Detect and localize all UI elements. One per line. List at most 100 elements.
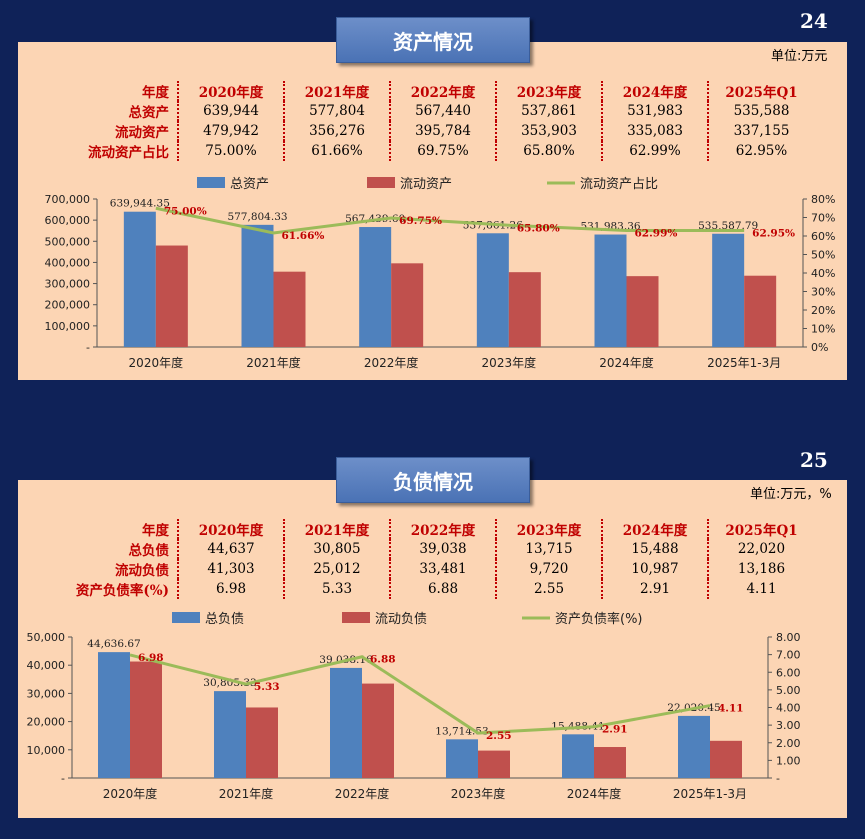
- bar-current: [626, 276, 659, 347]
- bar-total: [678, 715, 710, 778]
- bar-total: [214, 691, 246, 778]
- left-axis-tick-label: 400,000: [45, 256, 91, 269]
- left-axis-tick-label: 50,000: [27, 631, 66, 644]
- table-row: 流动资产 479,942 356,276 395,784 353,903 335…: [66, 121, 814, 141]
- table-header: 年度: [142, 85, 169, 101]
- right-axis-tick-label: 50%: [811, 249, 835, 262]
- left-axis-tick-label: 30,000: [27, 687, 66, 700]
- table-cell: 9,720: [495, 559, 602, 579]
- table-cell: 6.98: [177, 579, 284, 599]
- right-axis-tick-label: -: [776, 772, 780, 785]
- bar-total: [98, 652, 130, 778]
- table-cell: 353,903: [495, 121, 602, 141]
- bar-data-label: 535,587.79: [698, 220, 758, 232]
- right-axis-tick-label: 2.00: [776, 737, 801, 750]
- table-cell: 335,083: [601, 121, 708, 141]
- row-label: 流动资产占比: [88, 145, 169, 161]
- bar-data-label: 577,804.33: [227, 211, 287, 223]
- x-axis-tick-label: 2022年度: [364, 355, 419, 370]
- table-cell: 13,715: [495, 539, 602, 559]
- table-cell: 22,020: [707, 539, 814, 559]
- bar-current: [710, 740, 742, 778]
- bar-total: [123, 211, 156, 347]
- bar-data-label: 44,636.67: [87, 638, 140, 650]
- table-header: 2021年度: [283, 81, 390, 101]
- x-axis-tick-label: 2025年1-3月: [673, 787, 747, 801]
- bar-total: [359, 227, 392, 347]
- row-label: 流动资产: [115, 125, 169, 141]
- left-axis-tick-label: 40,000: [27, 659, 66, 672]
- line-data-label: 2.91: [602, 724, 628, 736]
- line-data-label: 6.88: [370, 654, 396, 666]
- x-axis-tick-label: 2024年度: [599, 355, 654, 370]
- line-data-label: 4.11: [718, 703, 744, 715]
- line-data-label: 75.00%: [164, 205, 207, 217]
- table-cell: 5.33: [283, 579, 390, 599]
- legend-swatch: [342, 612, 370, 623]
- right-axis-tick-label: 0%: [811, 341, 828, 354]
- table-cell: 2.55: [495, 579, 602, 599]
- bar-current: [155, 245, 188, 347]
- table-cell: 69.75%: [389, 141, 496, 161]
- bar-data-label: 30,805.33: [203, 677, 256, 689]
- line-data-label: 65.80%: [517, 222, 560, 234]
- x-axis-tick-label: 2024年度: [567, 786, 622, 801]
- row-label: 流动负债: [115, 563, 169, 579]
- bar-total: [712, 233, 745, 347]
- right-axis-tick-label: 8.00: [776, 631, 801, 644]
- table-cell: 25,012: [283, 559, 390, 579]
- table-header-row: 年度 2020年度 2021年度 2022年度 2023年度 2024年度 20…: [66, 81, 814, 101]
- table-header: 2024年度: [601, 519, 708, 539]
- bar-current: [478, 750, 510, 778]
- table-cell: 639,944: [177, 101, 284, 121]
- right-axis-tick-label: 40%: [811, 267, 835, 280]
- bar-current: [391, 263, 424, 347]
- bar-total: [241, 224, 274, 347]
- table-cell: 4.11: [707, 579, 814, 599]
- bar-total: [562, 734, 594, 778]
- page-number: 25: [800, 448, 828, 472]
- right-axis-tick-label: 30%: [811, 286, 835, 299]
- bar-data-label: 639,944.35: [110, 198, 170, 210]
- row-label: 总负债: [128, 543, 170, 559]
- table-header: 2021年度: [283, 519, 390, 539]
- table-header: 2020年度: [177, 519, 284, 539]
- x-axis-tick-label: 2021年度: [219, 786, 274, 801]
- legend-swatch: [172, 612, 200, 623]
- right-axis-tick-label: 1.00: [776, 754, 801, 767]
- table-cell: 537,861: [495, 101, 602, 121]
- bar-current: [246, 707, 278, 778]
- left-axis-tick-label: 500,000: [45, 235, 91, 248]
- bar-current: [744, 275, 777, 347]
- legend-swatch: [367, 177, 395, 188]
- line-data-label: 5.33: [254, 681, 280, 693]
- right-axis-tick-label: 4.00: [776, 702, 801, 715]
- x-axis-tick-label: 2022年度: [335, 786, 390, 801]
- table-header: 2023年度: [495, 519, 602, 539]
- table-header: 2023年度: [495, 81, 602, 101]
- x-axis-tick-label: 2020年度: [103, 786, 158, 801]
- right-axis-tick-label: 6.00: [776, 666, 801, 679]
- x-axis-tick-label: 2020年度: [129, 355, 184, 370]
- bar-data-label: 13,714.53: [435, 725, 488, 737]
- x-axis-tick-label: 2023年度: [451, 786, 506, 801]
- line-data-label: 69.75%: [399, 215, 442, 227]
- table-cell: 44,637: [177, 539, 284, 559]
- table-cell: 13,186: [707, 559, 814, 579]
- right-axis-tick-label: 20%: [811, 304, 835, 317]
- table-header: 2022年度: [389, 81, 496, 101]
- right-axis-tick-label: 5.00: [776, 684, 801, 697]
- table-row: 总负债 44,637 30,805 39,038 13,715 15,488 2…: [66, 539, 814, 559]
- table-cell: 65.80%: [495, 141, 602, 161]
- table-cell: 2.91: [601, 579, 708, 599]
- table-cell: 15,488: [601, 539, 708, 559]
- table-header: 年度: [142, 523, 169, 539]
- table-cell: 356,276: [283, 121, 390, 141]
- left-axis-tick-label: 10,000: [27, 744, 66, 757]
- left-axis-tick-label: -: [86, 341, 90, 354]
- table-cell: 61.66%: [283, 141, 390, 161]
- bar-total: [594, 234, 627, 347]
- table-cell: 30,805: [283, 539, 390, 559]
- x-axis-tick-label: 2023年度: [482, 355, 537, 370]
- table-cell: 75.00%: [177, 141, 284, 161]
